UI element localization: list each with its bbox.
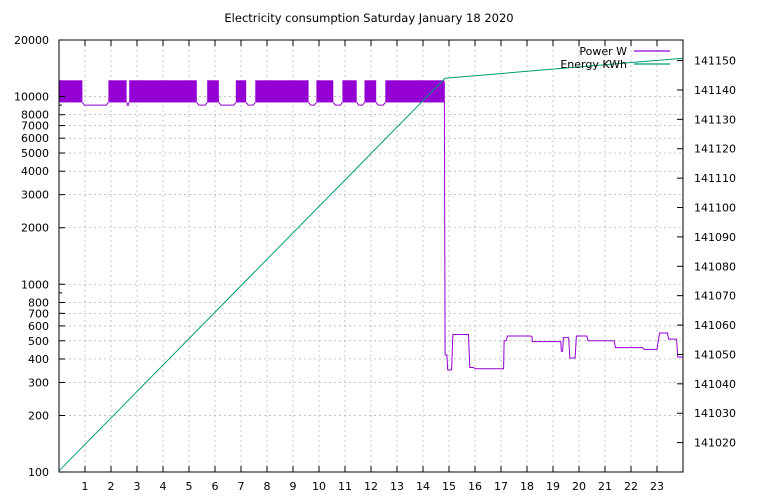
x-tick-label: 3 [134,480,141,493]
y-left-tick-label: 10000 [14,91,49,104]
y-right-tick-label: 141090 [694,231,736,244]
y-left-tick-label: 20000 [14,34,49,47]
y-left-tick-label: 100 [28,466,49,479]
series-power-w [59,80,683,371]
x-tick-label: 18 [520,480,534,493]
y-left-tick-label: 7000 [21,120,49,133]
y-left-tick-label: 400 [28,353,49,366]
x-tick-label: 22 [624,480,638,493]
y-right-tick-label: 141110 [694,172,736,185]
y-right-tick-label: 141030 [694,407,736,420]
chart-title: Electricity consumption Saturday January… [224,11,513,25]
x-tick-label: 21 [598,480,612,493]
legend-label-energy: Energy KWh [560,58,627,71]
power-gap-trace [375,102,386,106]
x-tick-label: 23 [650,480,664,493]
power-band-segment [364,80,377,103]
y-right-tick-label: 141080 [694,260,736,273]
legend: Power W Energy KWh [560,45,670,71]
y-left-tick-label: 5000 [21,147,49,160]
x-tick-label: 19 [546,480,560,493]
power-gap-trace [218,102,237,106]
y-left-tick-label: 4000 [21,165,49,178]
power-gap-trace [245,102,256,106]
x-tick-label: 8 [264,480,271,493]
y-left-tick-label: 300 [28,376,49,389]
y-left-tick-label: 2000 [21,222,49,235]
y-left-tick-label: 600 [28,320,49,333]
y-left-tick-label: 800 [28,296,49,309]
series-energy-kwh [58,57,684,472]
x-tick-label: 1 [82,480,89,493]
y-left-tick-label: 1000 [21,278,49,291]
power-band-segment [59,80,83,103]
x-tick-label: 5 [186,480,193,493]
y-left-tick-label: 500 [28,335,49,348]
energy-line [58,57,684,472]
power-band-segment [207,80,219,103]
x-tick-label: 14 [416,480,430,493]
y-left-tick-label: 8000 [21,109,49,122]
y-left-tick-label: 700 [28,307,49,320]
x-tick-label: 10 [312,480,326,493]
power-band-segment [255,80,309,103]
y-left-tick-label: 6000 [21,132,49,145]
power-gap-trace [356,102,365,106]
y-right-tick-label: 141120 [694,143,736,156]
power-band-segment [385,80,445,103]
x-tick-label: 2 [108,480,115,493]
x-tick-label: 6 [212,480,219,493]
y-right-tick-label: 141140 [694,84,736,97]
x-tick-label: 7 [238,480,245,493]
power-line [443,81,683,371]
chart-grid [59,40,683,472]
legend-label-power: Power W [579,45,627,58]
x-tick-label: 15 [442,480,456,493]
y-right-tick-label: 141020 [694,437,736,450]
y-right-tick-label: 141040 [694,378,736,391]
y-right-tick-label: 141070 [694,290,736,303]
x-tick-label: 9 [290,480,297,493]
power-gap-trace [126,102,130,106]
x-tick-label: 12 [364,480,378,493]
y-left-tick-label: 200 [28,409,49,422]
y-axis-right: 141020 141030 141040 141050 141060 141070 1410… [677,55,736,450]
power-gap-trace [196,102,208,106]
power-gap-trace [81,102,109,106]
power-band-segment [129,80,197,103]
y-right-tick-label: 141050 [694,348,736,361]
y-right-tick-label: 141130 [694,113,736,126]
power-band-segment [316,80,334,103]
x-tick-label: 16 [468,480,482,493]
x-tick-label: 11 [338,480,352,493]
y-right-tick-label: 141060 [694,319,736,332]
x-tick-label: 20 [572,480,586,493]
power-band-segment [108,80,127,103]
power-band-segment [235,80,247,103]
x-axis: 1 2 3 4 5 6 7 8 9 10 11 12 13 14 15 16 17 18 19 20 21 22 23 [82,40,664,493]
x-tick-label: 4 [160,480,167,493]
x-tick-label: 13 [390,480,404,493]
y-right-tick-label: 141150 [694,55,736,68]
power-gap-trace [308,102,317,106]
power-gap-trace [332,102,343,106]
x-tick-label: 17 [494,480,508,493]
y-left-tick-label: 3000 [21,189,49,202]
power-band-segment [342,80,357,103]
y-right-tick-label: 141100 [694,202,736,215]
